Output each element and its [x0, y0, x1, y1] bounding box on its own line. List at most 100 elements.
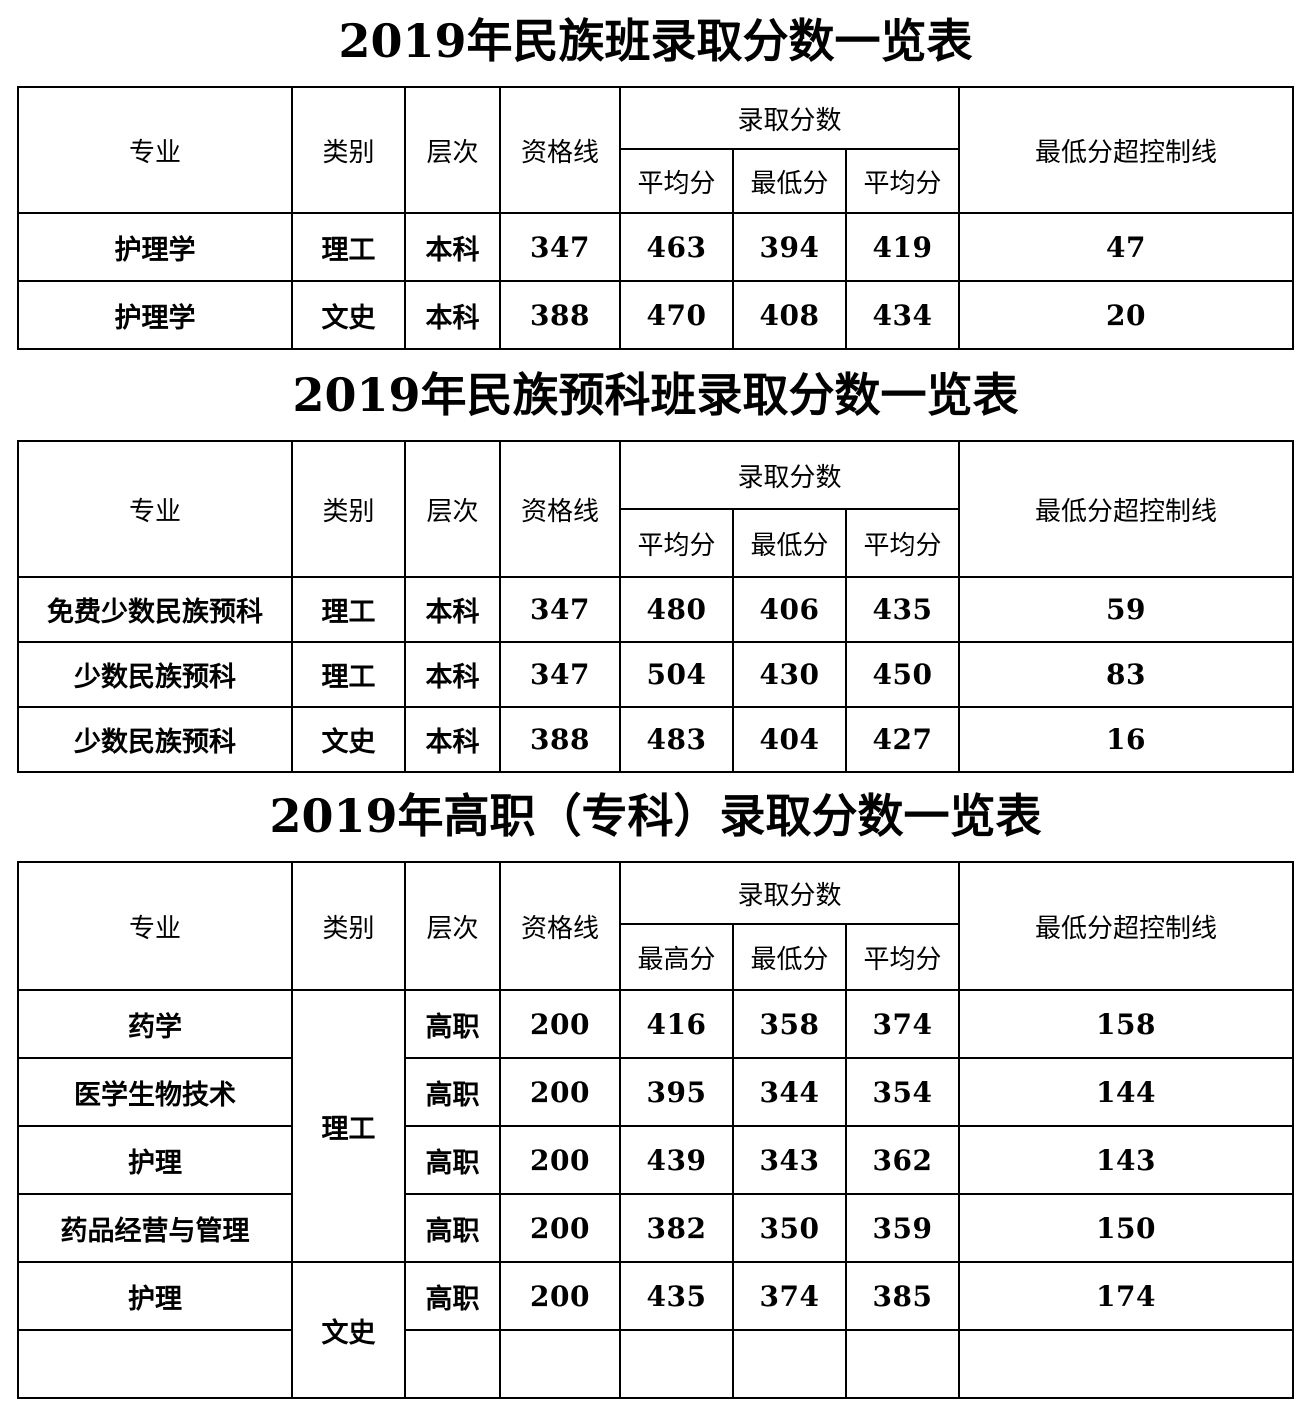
col-header-score-group: 录取分数	[618, 440, 961, 510]
cell-score-3: 354	[844, 1057, 961, 1127]
cell-level: 高职	[403, 1261, 501, 1331]
cell-major: 药品经营与管理	[16, 1193, 293, 1263]
cell-score-3: 427	[844, 706, 961, 773]
col-header-score-1: 平均分	[618, 508, 734, 578]
table-row: 药品经营与管理 高职 200 382 350 359 150	[16, 1193, 1295, 1263]
cell-qualify-line: 347	[498, 212, 621, 282]
table-row-partial	[16, 1329, 1295, 1399]
cell-major: 护理	[16, 1125, 293, 1195]
section-gaozhi-zhuanke: 2019年高职（专科）录取分数一览表 专业 类别 层次 资格线 录取分数 最低分…	[0, 793, 1311, 1399]
cell-over-control: 150	[958, 1193, 1295, 1263]
cell-score-3: 374	[844, 989, 961, 1059]
cell-major: 少数民族预科	[16, 641, 293, 708]
cell-level: 高职	[403, 1057, 501, 1127]
cell-level: 高职	[403, 1125, 501, 1195]
cell-score-1: 504	[618, 641, 734, 708]
cell-category: 理工	[290, 641, 406, 708]
cell-qualify-line: 347	[498, 641, 621, 708]
table-title-gaozhi-zhuanke: 2019年高职（专科）录取分数一览表	[269, 789, 1042, 843]
cell-score-2	[731, 1329, 847, 1399]
table-row: 药学 理工 高职 200 416 358 374 158	[16, 989, 1295, 1263]
cell-score-3: 359	[844, 1193, 961, 1263]
cell-major: 护理	[16, 1261, 293, 1331]
cell-major: 药学	[16, 989, 293, 1059]
col-header-major: 专业	[16, 861, 293, 991]
col-header-score-3: 平均分	[844, 148, 961, 214]
cell-level	[403, 1329, 501, 1399]
cell-qualify-line: 388	[498, 280, 621, 350]
cell-over-control: 47	[958, 212, 1295, 282]
cell-score-3: 362	[844, 1125, 961, 1195]
cell-score-2: 406	[731, 576, 847, 643]
cell-level: 高职	[403, 1193, 501, 1263]
table-row: 少数民族预科 理工 本科 347 504 430 450 83	[16, 641, 1295, 708]
cell-score-1: 470	[618, 280, 734, 350]
cell-qualify-line: 200	[498, 1193, 621, 1263]
col-header-score-group: 录取分数	[618, 86, 961, 150]
cell-category-group: 理工	[290, 989, 406, 1263]
cell-major: 少数民族预科	[16, 706, 293, 773]
col-header-score-2: 最低分	[731, 508, 847, 578]
cell-score-3: 434	[844, 280, 961, 350]
col-header-over-control: 最低分超控制线	[958, 86, 1295, 214]
col-header-score-3: 平均分	[844, 923, 961, 991]
cell-score-2: 350	[731, 1193, 847, 1263]
cell-score-2: 394	[731, 212, 847, 282]
cell-score-1: 480	[618, 576, 734, 643]
cell-category: 理工	[290, 212, 406, 282]
cell-score-2: 430	[731, 641, 847, 708]
table-minzu-yuke: 专业 类别 层次 资格线 录取分数 最低分超控制线 平均分 最低分 平均分 免费…	[16, 440, 1295, 773]
cell-major	[16, 1329, 293, 1399]
cell-qualify-line: 200	[498, 1261, 621, 1331]
col-header-over-control: 最低分超控制线	[958, 440, 1295, 578]
cell-category: 理工	[290, 576, 406, 643]
cell-major: 医学生物技术	[16, 1057, 293, 1127]
col-header-category: 类别	[290, 440, 406, 578]
col-header-qualify-line: 资格线	[498, 86, 621, 214]
cell-score-3: 419	[844, 212, 961, 282]
cell-score-3: 450	[844, 641, 961, 708]
cell-score-1: 483	[618, 706, 734, 773]
col-header-score-1: 平均分	[618, 148, 734, 214]
cell-score-1: 463	[618, 212, 734, 282]
col-header-category: 类别	[290, 86, 406, 214]
cell-qualify-line: 200	[498, 1057, 621, 1127]
cell-over-control: 174	[958, 1261, 1295, 1331]
cell-category: 文史	[290, 706, 406, 773]
col-header-qualify-line: 资格线	[498, 861, 621, 991]
cell-major: 免费少数民族预科	[16, 576, 293, 643]
table-row: 护理 文史 高职 200 435 374 385 174	[16, 1261, 1295, 1399]
cell-category-group: 文史	[290, 1261, 406, 1399]
cell-qualify-line: 388	[498, 706, 621, 773]
cell-major: 护理学	[16, 212, 293, 282]
cell-score-2: 404	[731, 706, 847, 773]
col-header-level: 层次	[403, 440, 501, 578]
cell-score-1: 382	[618, 1193, 734, 1263]
cell-over-control: 16	[958, 706, 1295, 773]
col-header-category: 类别	[290, 861, 406, 991]
cell-over-control: 143	[958, 1125, 1295, 1195]
table-minzuban: 专业 类别 层次 资格线 录取分数 最低分超控制线 平均分 最低分 平均分 护理…	[16, 86, 1295, 350]
col-header-over-control: 最低分超控制线	[958, 861, 1295, 991]
cell-score-2: 358	[731, 989, 847, 1059]
table-row: 护理学 理工 本科 347 463 394 419 47	[16, 212, 1295, 282]
cell-over-control: 158	[958, 989, 1295, 1059]
col-header-level: 层次	[403, 86, 501, 214]
cell-score-3: 435	[844, 576, 961, 643]
cell-score-1: 416	[618, 989, 734, 1059]
cell-level: 本科	[403, 706, 501, 773]
cell-over-control: 20	[958, 280, 1295, 350]
table-title-minzuban: 2019年民族班录取分数一览表	[338, 14, 973, 68]
col-header-score-3: 平均分	[844, 508, 961, 578]
cell-score-3: 385	[844, 1261, 961, 1331]
col-header-score-group: 录取分数	[618, 861, 961, 925]
section-minzuban: 2019年民族班录取分数一览表 专业 类别 层次 资格线 录取分数 最低分超控制…	[0, 18, 1311, 350]
cell-level: 高职	[403, 989, 501, 1059]
cell-score-3	[844, 1329, 961, 1399]
table-row: 医学生物技术 高职 200 395 344 354 144	[16, 1057, 1295, 1127]
cell-score-1: 435	[618, 1261, 734, 1331]
cell-qualify-line: 347	[498, 576, 621, 643]
cell-score-2: 374	[731, 1261, 847, 1331]
cell-score-1: 395	[618, 1057, 734, 1127]
